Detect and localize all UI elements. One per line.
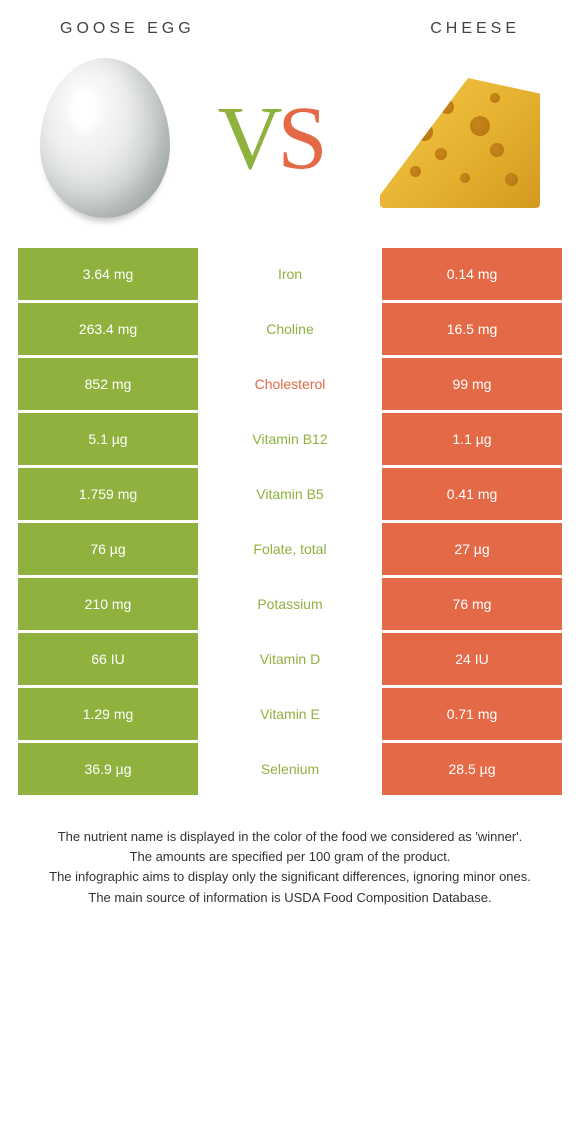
left-value: 1.29 mg <box>18 688 198 740</box>
right-value: 76 mg <box>382 578 562 630</box>
cheese-hole <box>505 173 518 186</box>
left-value: 36.9 µg <box>18 743 198 795</box>
left-value: 263.4 mg <box>18 303 198 355</box>
header-right-label: CHEESE <box>430 20 520 38</box>
infographic: GOOSE EGG CHEESE VS 3.64 mgIron0.14 mg26… <box>0 0 580 929</box>
table-row: 36.9 µgSelenium28.5 µg <box>18 743 562 795</box>
nutrient-name: Potassium <box>198 578 382 630</box>
left-value: 852 mg <box>18 358 198 410</box>
right-value: 0.14 mg <box>382 248 562 300</box>
vs-letter-s: S <box>277 89 322 188</box>
nutrient-name: Vitamin B12 <box>198 413 382 465</box>
footnote-line: The amounts are specified per 100 gram o… <box>24 848 556 866</box>
nutrient-name: Vitamin E <box>198 688 382 740</box>
table-row: 3.64 mgIron0.14 mg <box>18 248 562 300</box>
footnote-line: The nutrient name is displayed in the co… <box>24 828 556 846</box>
right-value: 1.1 µg <box>382 413 562 465</box>
table-row: 76 µgFolate, total27 µg <box>18 523 562 575</box>
nutrient-name: Iron <box>198 248 382 300</box>
right-value: 99 mg <box>382 358 562 410</box>
table-row: 5.1 µgVitamin B121.1 µg <box>18 413 562 465</box>
table-row: 852 mgCholesterol99 mg <box>18 358 562 410</box>
left-value: 76 µg <box>18 523 198 575</box>
footnotes: The nutrient name is displayed in the co… <box>0 798 580 929</box>
footnote-line: The main source of information is USDA F… <box>24 889 556 907</box>
nutrient-table: 3.64 mgIron0.14 mg263.4 mgCholine16.5 mg… <box>0 248 580 795</box>
cheese-hole <box>440 100 454 114</box>
cheese-hole <box>490 93 500 103</box>
right-value: 0.71 mg <box>382 688 562 740</box>
nutrient-name: Cholesterol <box>198 358 382 410</box>
right-value: 24 IU <box>382 633 562 685</box>
cheese-hole <box>460 173 470 183</box>
left-value: 66 IU <box>18 633 198 685</box>
vs-letter-v: V <box>217 89 277 188</box>
table-row: 1.29 mgVitamin E0.71 mg <box>18 688 562 740</box>
cheese-hole <box>410 166 421 177</box>
table-row: 66 IUVitamin D24 IU <box>18 633 562 685</box>
left-value: 5.1 µg <box>18 413 198 465</box>
table-row: 210 mgPotassium76 mg <box>18 578 562 630</box>
right-value: 0.41 mg <box>382 468 562 520</box>
cheese-hole <box>415 123 433 141</box>
nutrient-name: Vitamin D <box>198 633 382 685</box>
nutrient-name: Vitamin B5 <box>198 468 382 520</box>
left-value: 210 mg <box>18 578 198 630</box>
cheese-hole <box>490 143 504 157</box>
goose-egg-icon <box>40 58 170 218</box>
left-value: 3.64 mg <box>18 248 198 300</box>
right-value: 28.5 µg <box>382 743 562 795</box>
nutrient-name: Folate, total <box>198 523 382 575</box>
right-value: 16.5 mg <box>382 303 562 355</box>
header: GOOSE EGG CHEESE <box>0 0 580 48</box>
nutrient-name: Selenium <box>198 743 382 795</box>
right-value: 27 µg <box>382 523 562 575</box>
cheese-hole <box>470 116 490 136</box>
nutrient-name: Choline <box>198 303 382 355</box>
table-row: 263.4 mgCholine16.5 mg <box>18 303 562 355</box>
header-left-label: GOOSE EGG <box>60 20 195 38</box>
cheese-icon <box>370 58 540 218</box>
table-row: 1.759 mgVitamin B50.41 mg <box>18 468 562 520</box>
hero-row: VS <box>0 48 580 248</box>
left-value: 1.759 mg <box>18 468 198 520</box>
footnote-line: The infographic aims to display only the… <box>24 868 556 886</box>
cheese-hole <box>435 148 447 160</box>
vs-label: VS <box>217 87 322 190</box>
